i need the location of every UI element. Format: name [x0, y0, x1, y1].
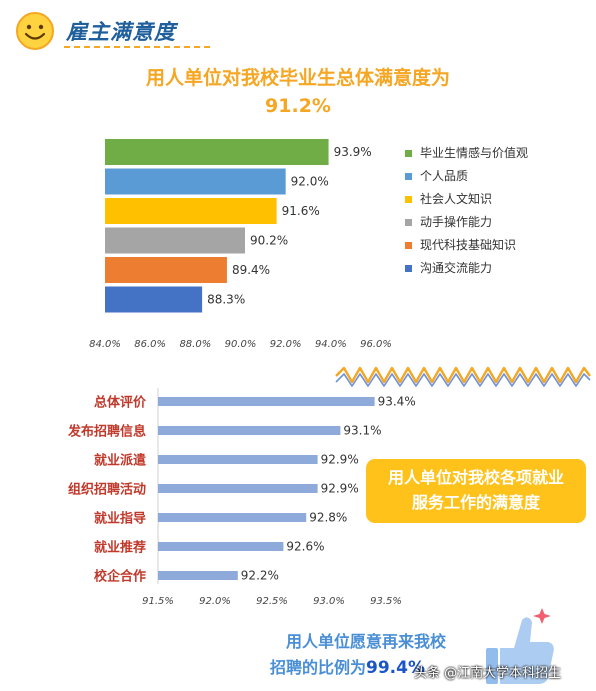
chart1-legend-item: 毕业生情感与价值观	[405, 144, 528, 162]
chart2-x-tick: 93.5%	[370, 596, 402, 607]
footer-line2: 招聘的比例为99.4%	[270, 654, 425, 678]
chart1-x-tick: 84.0%	[89, 339, 121, 350]
legend-swatch	[405, 265, 412, 272]
legend-swatch	[405, 242, 412, 249]
chart2-category-label: 总体评价	[94, 395, 147, 411]
chart1-legend-item: 动手操作能力	[405, 213, 492, 231]
chart1-title-line2: 91.2%	[265, 95, 331, 117]
chart2-category-label: 就业派遣	[94, 453, 146, 469]
thumbs-up-icon	[486, 608, 554, 684]
chart1-data-label: 91.6%	[282, 204, 320, 218]
chart2-category-label: 发布招聘信息	[67, 424, 146, 440]
chart1-data-label: 89.4%	[232, 263, 270, 277]
chart1-x-tick: 94.0%	[315, 339, 347, 350]
chart1-bar	[105, 286, 203, 313]
chart2-title-line2: 服务工作的满意度	[411, 493, 540, 512]
chart1-x-tick: 92.0%	[270, 339, 302, 350]
chart2-category-label: 就业推荐	[94, 540, 146, 556]
zigzag-decoration	[335, 366, 591, 387]
chart1-data-label: 92.0%	[291, 175, 329, 189]
chart2-data-label: 92.9%	[321, 482, 359, 496]
chart1-x-tick: 96.0%	[360, 339, 392, 350]
legend-swatch	[405, 150, 412, 157]
legend-label: 动手操作能力	[420, 215, 493, 229]
chart1-data-label: 93.9%	[334, 145, 372, 159]
chart2-title-line1: 用人单位对我校各项就业	[387, 468, 564, 487]
chart2-bar	[158, 484, 318, 493]
chart2-x-tick: 93.0%	[313, 596, 345, 607]
chart1-title-line1: 用人单位对我校毕业生总体满意度为	[145, 67, 450, 89]
chart1-x-tick: 88.0%	[179, 339, 211, 350]
legend-label: 个人品质	[420, 169, 469, 183]
chart1-bar	[105, 257, 227, 283]
legend-swatch	[405, 173, 412, 180]
chart1-bar	[105, 168, 286, 195]
chart1-plot: 93.9% 92.0% 91.6% 90.2% 89.4% 88.3% 84.0% 86.0%…	[89, 139, 392, 350]
legend-swatch	[405, 219, 412, 226]
footer-prefix: 招聘的比例为	[270, 658, 367, 677]
chart1-bar	[105, 139, 329, 165]
chart2-bar	[158, 455, 318, 464]
watermark: 头条 @江南大学本科招生	[414, 666, 562, 681]
chart1-legend-item: 个人品质	[405, 167, 468, 185]
chart1-x-tick: 90.0%	[225, 339, 257, 350]
chart1-x-tick: 86.0%	[134, 339, 166, 350]
chart2-x-tick: 91.5%	[142, 596, 174, 607]
legend-label: 毕业生情感与价值观	[420, 146, 529, 160]
chart2-category-label: 组织招聘活动	[68, 482, 146, 498]
chart2-title-box	[366, 459, 586, 523]
legend-label: 沟通交流能力	[420, 261, 493, 275]
chart1-data-label: 90.2%	[250, 234, 288, 248]
chart1-data-label: 88.3%	[207, 293, 245, 307]
chart2-bar	[158, 542, 284, 551]
chart2-data-label: 93.1%	[343, 424, 381, 438]
chart2-data-label: 92.2%	[241, 569, 279, 583]
chart1-title: 用人单位对我校毕业生总体满意度为 91.2%	[0, 64, 596, 120]
legend-label: 现代科技基础知识	[420, 238, 517, 252]
chart2-x-tick: 92.0%	[199, 596, 231, 607]
chart2-data-label: 92.6%	[286, 540, 324, 554]
chart1-legend-item: 沟通交流能力	[405, 259, 492, 277]
smiley-icon	[16, 12, 54, 50]
footer-percentage: 99.4%	[366, 658, 425, 678]
chart2-data-label: 92.8%	[309, 511, 347, 525]
legend-label: 社会人文知识	[420, 192, 493, 206]
chart2-title: 用人单位对我校各项就业 服务工作的满意度	[366, 465, 586, 515]
chart1-legend-item: 现代科技基础知识	[405, 236, 516, 254]
legend-swatch	[405, 196, 412, 203]
chart2-bar	[158, 397, 375, 406]
chart2-x-tick: 92.5%	[256, 596, 288, 607]
chart2-category-label: 就业指导	[94, 511, 146, 527]
chart1-legend-item: 社会人文知识	[405, 190, 492, 208]
chart1-bar	[105, 227, 246, 254]
chart2-data-label: 93.4%	[378, 395, 416, 409]
chart2-bar	[158, 513, 307, 522]
chart2-category-label: 校企合作	[94, 569, 146, 585]
chart2-data-label: 92.9%	[321, 453, 359, 467]
chart1-bar	[105, 198, 277, 224]
section-title: 雇主满意度	[66, 20, 176, 44]
title-underline	[64, 46, 210, 48]
chart2-bar	[158, 426, 341, 435]
footer-line1: 用人单位愿意再来我校	[286, 632, 447, 651]
chart2-bar	[158, 571, 238, 580]
